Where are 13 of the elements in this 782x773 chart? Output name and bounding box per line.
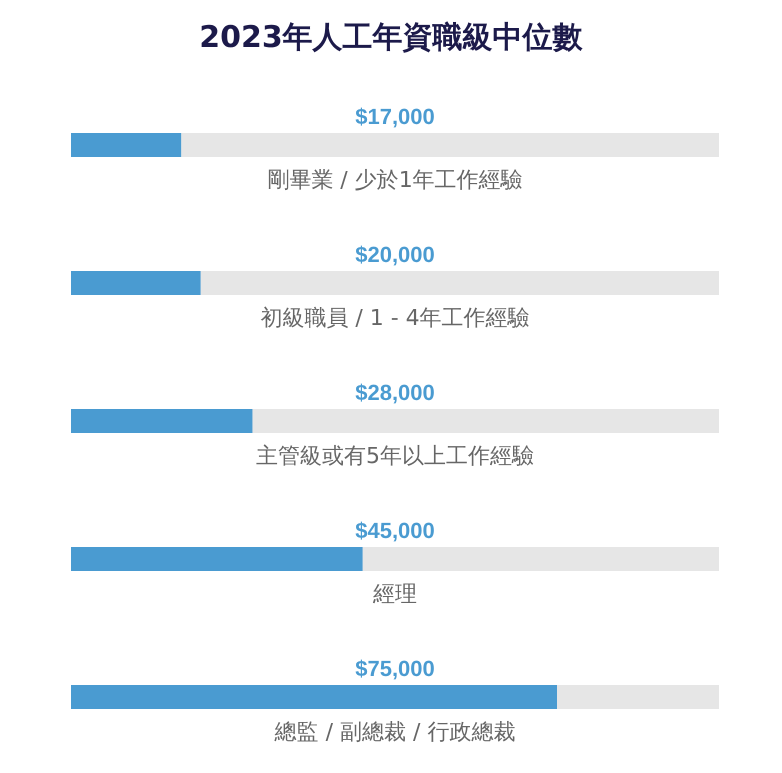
- data-label: $45,000: [355, 518, 435, 543]
- chart-title: 2023年人工年資職級中位數: [199, 20, 584, 55]
- data-label: $20,000: [355, 242, 435, 267]
- data-label: $75,000: [355, 656, 435, 681]
- y-tick-label: 總監 / 副總裁 / 行政總裁: [274, 720, 516, 745]
- y-tick-label: 初級職員 / 1 - 4年工作經驗: [260, 306, 530, 331]
- y-tick-label: 主管級或有5年以上工作經驗: [256, 444, 534, 469]
- y-tick-label: 經理: [372, 582, 417, 607]
- bar: [71, 271, 201, 295]
- y-tick-label: 剛畢業 / 少於1年工作經驗: [267, 168, 523, 193]
- bar: [71, 133, 182, 157]
- data-label: $28,000: [355, 380, 435, 405]
- data-label: $17,000: [355, 104, 435, 129]
